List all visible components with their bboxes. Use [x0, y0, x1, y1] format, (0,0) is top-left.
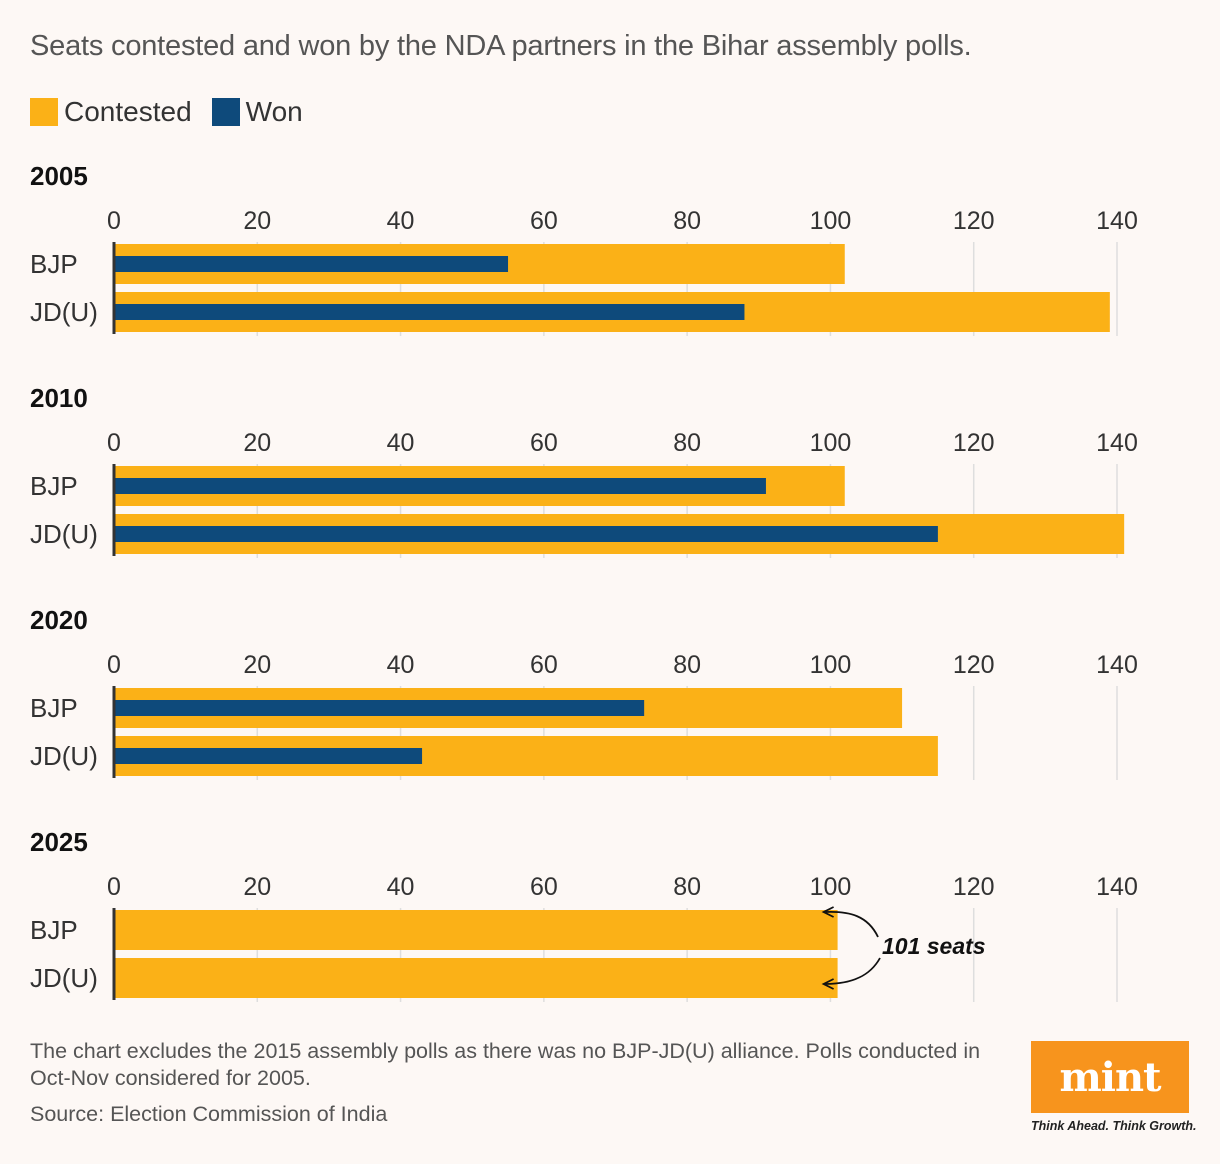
legend-label-contested: Contested: [64, 96, 192, 127]
tick-label-2010-40: 40: [387, 429, 415, 457]
legend-item-won: Won: [211, 96, 303, 128]
tick-label-2025-60: 60: [530, 873, 558, 901]
tick-label-2020-20: 20: [243, 651, 271, 679]
category-label-2020-bjp: BJP: [30, 693, 78, 723]
annotation-arrow-jdu: [825, 957, 881, 985]
tick-label-2005-20: 20: [243, 207, 271, 235]
legend-swatch-contested: [30, 98, 58, 126]
legend-item-contested: Contested: [30, 96, 192, 128]
tick-label-2025-20: 20: [243, 873, 271, 901]
tick-label-2005-60: 60: [530, 207, 558, 235]
mint-tagline: Think Ahead. Think Growth.: [1031, 1119, 1197, 1133]
tick-label-2020-80: 80: [673, 651, 701, 679]
tick-label-2025-80: 80: [673, 873, 701, 901]
tick-label-2005-100: 100: [810, 207, 852, 235]
tick-label-2010-0: 0: [107, 429, 121, 457]
tick-label-2005-40: 40: [387, 207, 415, 235]
legend: Contested Won: [30, 96, 323, 128]
chart-title: Seats contested and won by the NDA partn…: [30, 30, 972, 62]
category-label-2005-jdu: JD(U): [30, 297, 98, 327]
tick-label-2025-140: 140: [1096, 873, 1138, 901]
tick-label-2020-0: 0: [107, 651, 121, 679]
panel-year-2020: 2020: [30, 605, 88, 635]
tick-label-2020-60: 60: [530, 651, 558, 679]
tick-label-2025-40: 40: [387, 873, 415, 901]
bar-won-2005-bjp: [114, 256, 509, 272]
tick-label-2025-120: 120: [953, 873, 995, 901]
tick-label-2005-140: 140: [1096, 207, 1138, 235]
legend-swatch-won: [211, 98, 240, 126]
tick-label-2020-120: 120: [953, 651, 995, 679]
source-note: Source: Election Commission of India: [30, 1102, 388, 1126]
category-label-2010-bjp: BJP: [30, 471, 78, 501]
bar-won-2005-jdu: [114, 304, 745, 320]
bar-won-2020-jdu: [114, 748, 423, 764]
tick-label-2010-120: 120: [953, 429, 995, 457]
panel-year-2005: 2005: [30, 161, 88, 191]
category-label-2025-bjp: BJP: [30, 915, 78, 945]
tick-label-2005-80: 80: [673, 207, 701, 235]
tick-label-2025-100: 100: [810, 873, 852, 901]
tick-label-2020-140: 140: [1096, 651, 1138, 679]
tick-label-2010-100: 100: [810, 429, 852, 457]
panel-year-2010: 2010: [30, 383, 88, 413]
tick-label-2020-40: 40: [387, 651, 415, 679]
mint-logo-text: mint: [1059, 1053, 1161, 1101]
tick-label-2025-0: 0: [107, 873, 121, 901]
tick-label-2010-60: 60: [530, 429, 558, 457]
category-label-2005-bjp: BJP: [30, 249, 78, 279]
mint-logo: mint: [1031, 1041, 1189, 1113]
tick-label-2020-100: 100: [810, 651, 852, 679]
footnote: The chart excludes the 2015 assembly pol…: [30, 1039, 981, 1090]
bar-won-2010-jdu: [114, 526, 938, 542]
annotation-arrow-bjp: [825, 911, 879, 938]
tick-label-2005-0: 0: [107, 207, 121, 235]
annotation-arrowhead-bjp: [821, 906, 834, 918]
bar-contested-2025-bjp: [114, 910, 838, 950]
category-label-2025-jdu: JD(U): [30, 963, 98, 993]
tick-label-2005-120: 120: [953, 207, 995, 235]
bar-contested-2025-jdu: [114, 958, 838, 998]
panel-year-2025: 2025: [30, 827, 88, 857]
legend-label-won: Won: [245, 96, 303, 127]
category-label-2020-jdu: JD(U): [30, 741, 98, 771]
annotation-101-seats: 101 seats: [882, 933, 986, 959]
tick-label-2010-20: 20: [243, 429, 271, 457]
bar-won-2010-bjp: [114, 478, 766, 494]
tick-label-2010-80: 80: [673, 429, 701, 457]
tick-label-2010-140: 140: [1096, 429, 1138, 457]
bar-won-2020-bjp: [114, 700, 645, 716]
category-label-2010-jdu: JD(U): [30, 519, 98, 549]
annotation-arrowhead-jdu: [821, 978, 834, 990]
